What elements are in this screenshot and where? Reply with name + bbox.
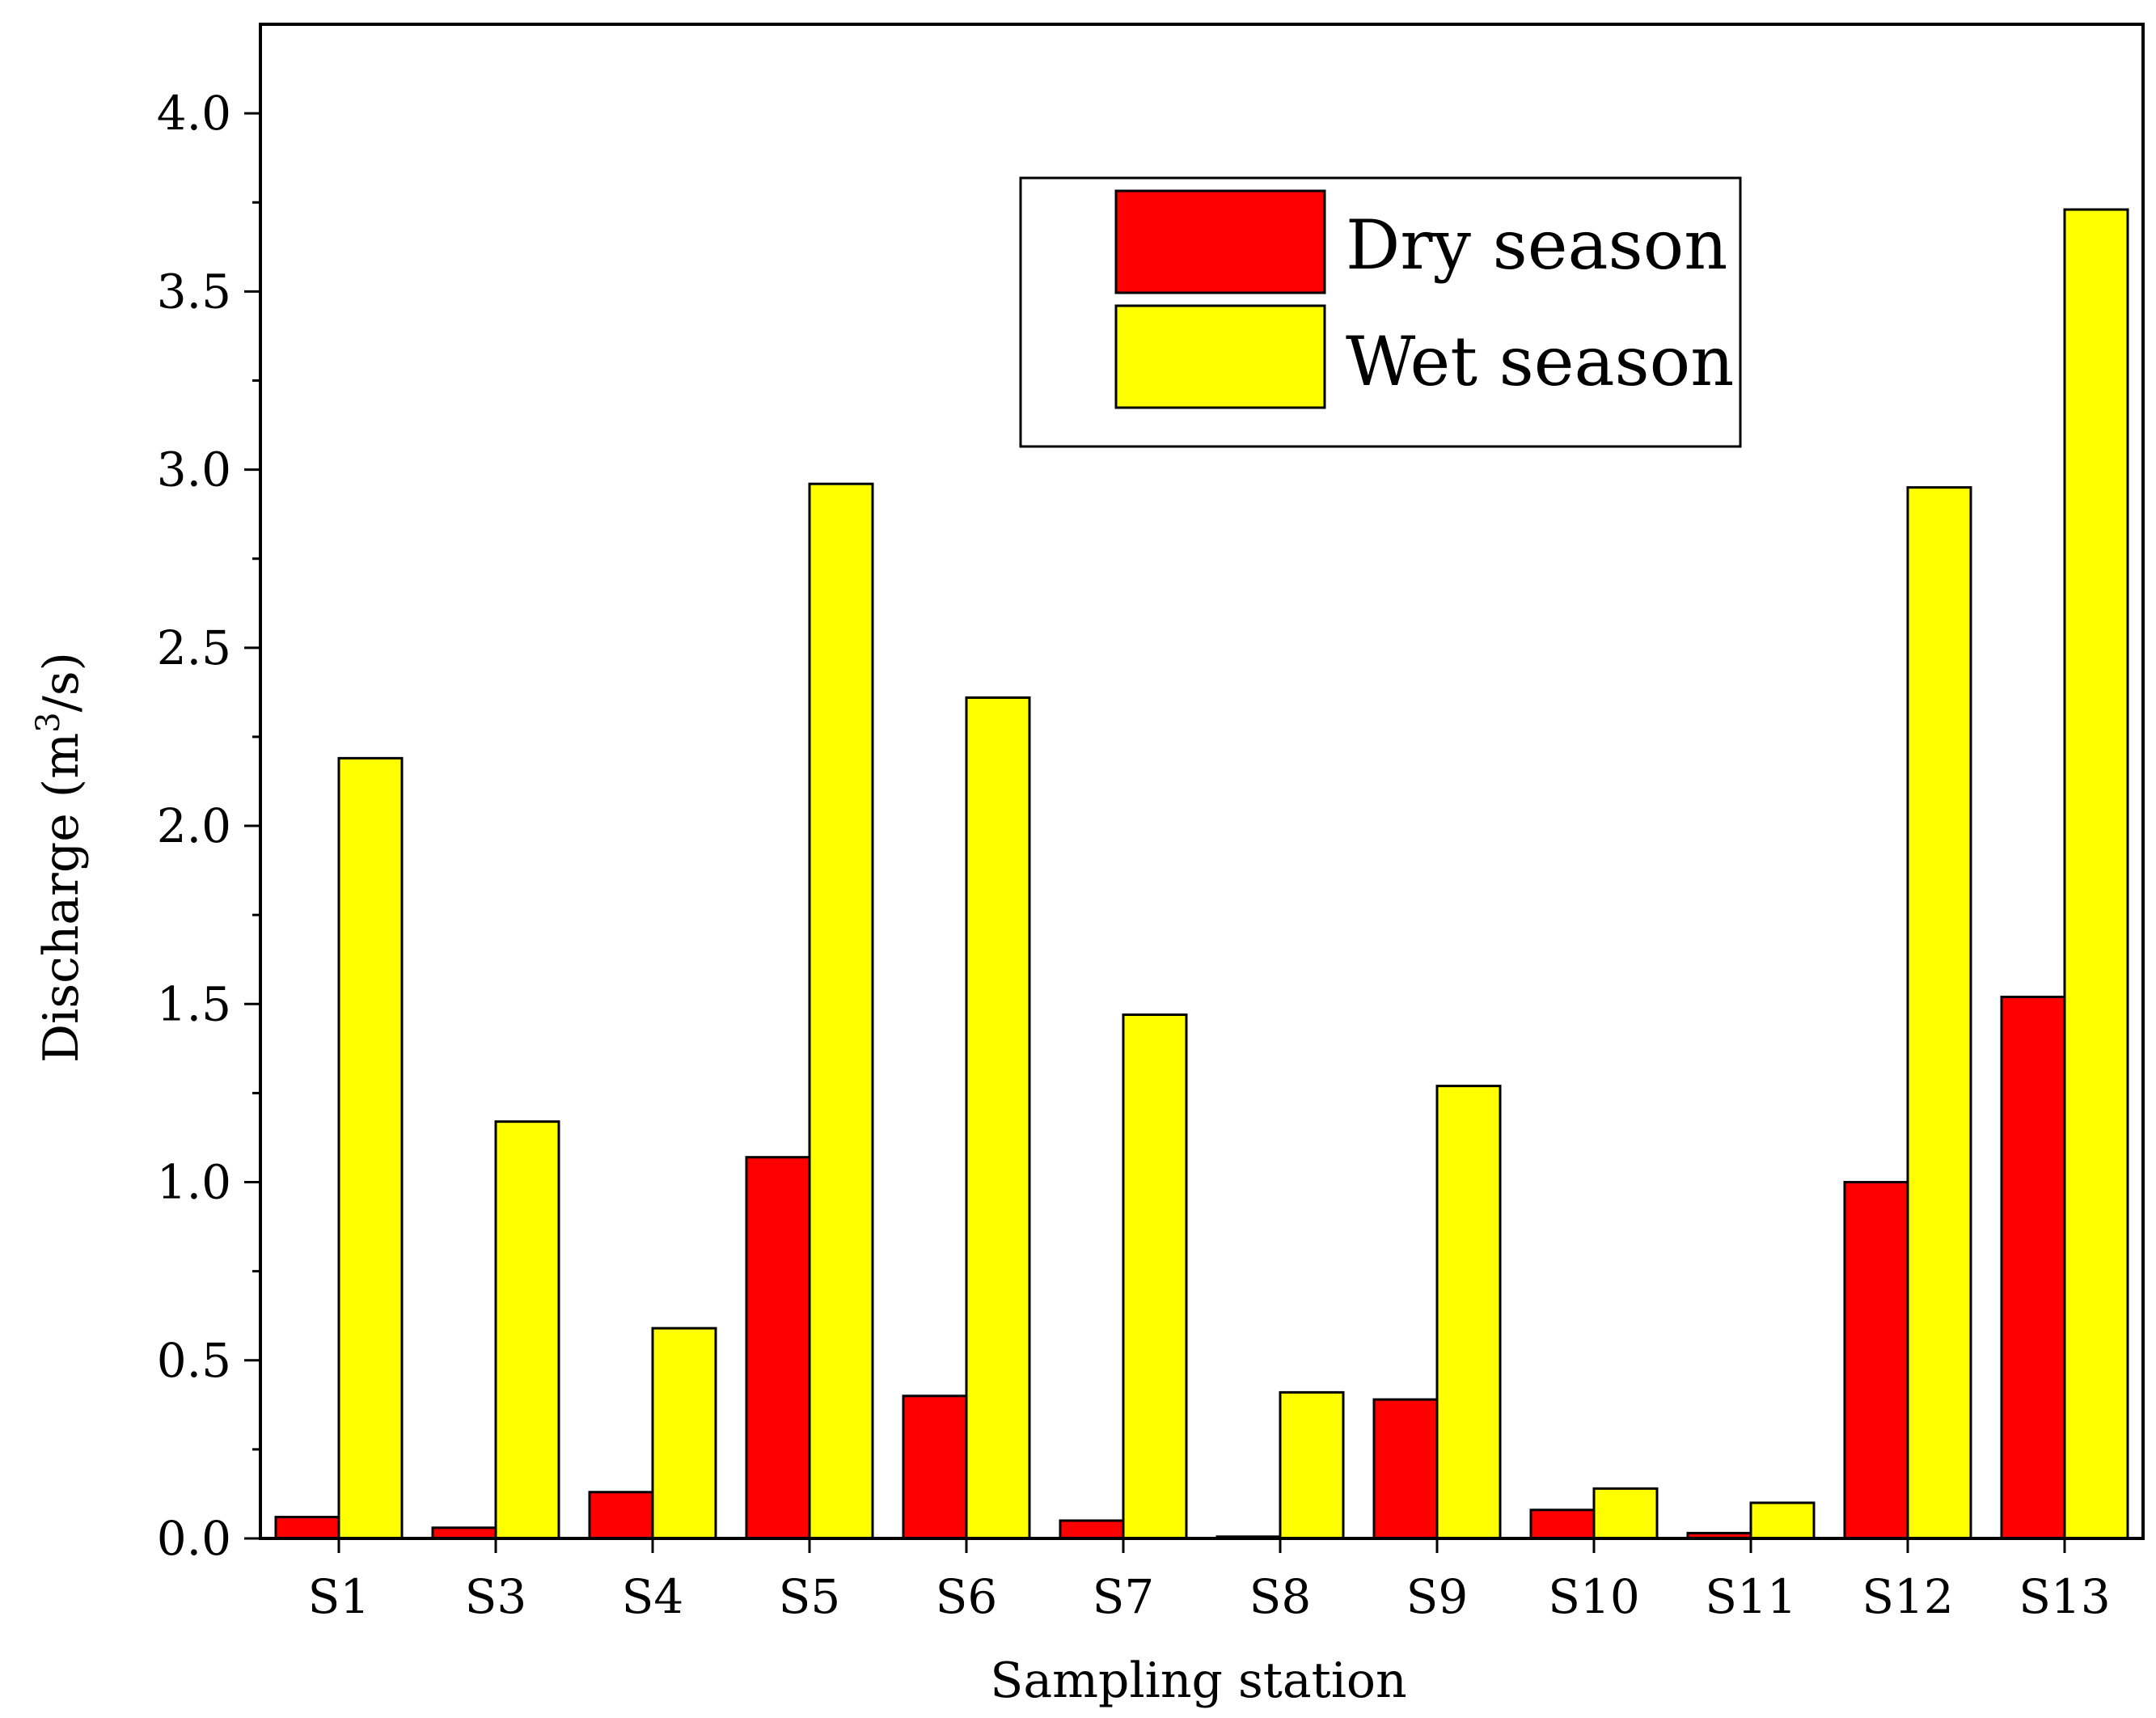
x-tick-label-s9: S9 <box>1406 1569 1469 1624</box>
bar-wet-s7 <box>1122 1013 1188 1540</box>
x-tick-label-s8: S8 <box>1249 1569 1312 1624</box>
y-tick-label: 3.0 <box>157 442 231 497</box>
y-axis-title-end: /s) <box>33 652 90 712</box>
x-tick-label-s12: S12 <box>1862 1569 1954 1624</box>
bar-wet-s4 <box>651 1327 717 1540</box>
x-tick-label-s3: S3 <box>465 1569 527 1624</box>
bar-wet-s11 <box>1749 1501 1816 1540</box>
bar-wet-s1 <box>337 756 404 1540</box>
plot-frame <box>259 23 2145 1540</box>
bar-dry-s13 <box>2000 995 2066 1540</box>
y-tick-label: 0.0 <box>157 1511 231 1566</box>
y-tick-label: 2.5 <box>157 620 231 675</box>
y-tick-label: 1.5 <box>157 976 231 1031</box>
legend-swatch-wet-season <box>1114 304 1326 409</box>
bar-dry-s10 <box>1529 1509 1596 1540</box>
bar-wet-s12 <box>1906 486 1972 1540</box>
bar-dry-s7 <box>1059 1519 1125 1540</box>
bar-dry-s5 <box>745 1156 811 1540</box>
bar-wet-s3 <box>494 1120 560 1540</box>
y-tick-label: 3.5 <box>157 264 231 319</box>
bar-wet-s9 <box>1435 1085 1502 1540</box>
bar-dry-s12 <box>1843 1181 1909 1540</box>
bar-wet-s5 <box>808 482 874 1540</box>
y-tick-label: 2.0 <box>157 798 231 853</box>
x-tick-label-s11: S11 <box>1705 1569 1797 1624</box>
legend-swatch-dry-season <box>1114 189 1326 294</box>
axes-layer: S1 S3 S4 S5 S6 S7 S8 S9 S10 S11 S12 S13 0.0 0.5 1.0 1.5… <box>157 23 2145 1624</box>
bar-wet-s13 <box>2063 208 2129 1540</box>
x-tick-label-s7: S7 <box>1093 1569 1155 1624</box>
bar-dry-s1 <box>274 1516 340 1540</box>
y-axis-title-superscript: 3 <box>30 712 67 732</box>
y-axis-title: Discharge (m3/s) <box>30 652 90 1063</box>
bar-wet-s6 <box>965 696 1031 1540</box>
x-tick-label-s13: S13 <box>2019 1569 2111 1624</box>
x-tick-label-s6: S6 <box>936 1569 998 1624</box>
x-tick-label-s4: S4 <box>622 1569 684 1624</box>
legend: Dry season Wet season <box>1019 176 1742 448</box>
x-axis-title: Sampling station <box>990 1652 1406 1709</box>
legend-label-dry-season: Dry season <box>1346 205 1727 285</box>
y-tick-label: 1.0 <box>157 1155 231 1210</box>
y-tick-label: 4.0 <box>157 86 231 141</box>
bar-dry-s9 <box>1372 1398 1439 1540</box>
bar-dry-s6 <box>902 1394 968 1540</box>
y-axis-title-main: Discharge (m <box>33 733 90 1063</box>
y-tick-label: 0.5 <box>157 1333 231 1388</box>
x-tick-label-s1: S1 <box>308 1569 370 1624</box>
bar-dry-s4 <box>588 1491 654 1540</box>
x-tick-label-s5: S5 <box>779 1569 841 1624</box>
legend-label-wet-season: Wet season <box>1346 322 1734 401</box>
bars-layer <box>274 208 2129 1540</box>
x-tick-label-s10: S10 <box>1548 1569 1640 1624</box>
bar-wet-s8 <box>1279 1390 1345 1540</box>
bar-wet-s10 <box>1592 1487 1659 1540</box>
